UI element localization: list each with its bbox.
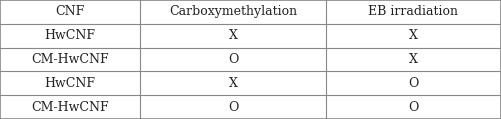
Text: CM-HwCNF: CM-HwCNF	[32, 101, 109, 114]
Text: EB irradiation: EB irradiation	[368, 5, 458, 18]
Text: X: X	[409, 53, 418, 66]
Text: X: X	[228, 29, 237, 42]
Text: O: O	[228, 101, 238, 114]
Text: CNF: CNF	[56, 5, 85, 18]
Text: HwCNF: HwCNF	[45, 77, 96, 90]
Text: O: O	[408, 77, 418, 90]
Text: CM-HwCNF: CM-HwCNF	[32, 53, 109, 66]
Text: Carboxymethylation: Carboxymethylation	[169, 5, 297, 18]
Text: X: X	[409, 29, 418, 42]
Text: O: O	[228, 53, 238, 66]
Text: O: O	[408, 101, 418, 114]
Text: X: X	[228, 77, 237, 90]
Text: HwCNF: HwCNF	[45, 29, 96, 42]
